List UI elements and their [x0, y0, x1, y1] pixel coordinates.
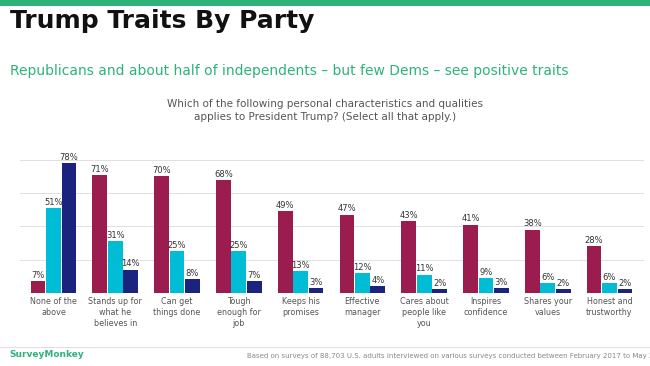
Text: 2%: 2% — [556, 279, 570, 288]
Bar — [339, 214, 354, 293]
Text: 14%: 14% — [122, 259, 140, 268]
Text: 70%: 70% — [152, 166, 171, 175]
Bar — [124, 269, 138, 293]
Text: 51%: 51% — [44, 198, 63, 207]
Bar — [463, 225, 478, 293]
Bar — [185, 280, 200, 293]
Bar — [46, 208, 61, 293]
Text: Trump Traits By Party: Trump Traits By Party — [10, 9, 314, 33]
Text: 7%: 7% — [31, 271, 45, 280]
Bar — [247, 281, 262, 293]
Text: 12%: 12% — [353, 263, 372, 272]
Bar — [278, 211, 292, 293]
Bar — [31, 281, 46, 293]
Bar — [108, 241, 123, 293]
Bar — [556, 290, 571, 293]
Text: Which of the following personal characteristics and qualities
applies to Preside: Which of the following personal characte… — [167, 99, 483, 122]
Text: 2%: 2% — [433, 279, 447, 288]
Bar — [587, 246, 601, 293]
Bar — [154, 176, 169, 293]
Bar — [92, 175, 107, 293]
Bar — [478, 278, 493, 293]
Bar — [417, 274, 432, 293]
Text: 6%: 6% — [603, 273, 616, 282]
Text: 3%: 3% — [309, 278, 323, 287]
Bar — [355, 273, 370, 293]
Text: 43%: 43% — [399, 211, 418, 220]
Text: 7%: 7% — [248, 271, 261, 280]
Bar — [540, 283, 555, 293]
Text: 68%: 68% — [214, 169, 233, 179]
Text: 25%: 25% — [168, 241, 187, 250]
Text: 28%: 28% — [585, 236, 603, 245]
Bar — [370, 286, 385, 293]
Bar — [170, 251, 185, 293]
Text: 9%: 9% — [479, 268, 493, 277]
Text: Republicans and about half of independents – but few Dems – see positive traits: Republicans and about half of independen… — [10, 64, 568, 78]
Bar — [401, 221, 416, 293]
Text: 2%: 2% — [618, 279, 632, 288]
Text: 8%: 8% — [186, 269, 199, 278]
Text: 11%: 11% — [415, 264, 434, 273]
Text: 49%: 49% — [276, 201, 294, 210]
Bar — [293, 271, 308, 293]
Bar — [216, 180, 231, 293]
Bar — [494, 288, 509, 293]
Text: SurveyMonkey: SurveyMonkey — [10, 350, 84, 359]
Text: 78%: 78% — [60, 153, 78, 162]
Text: 6%: 6% — [541, 273, 554, 282]
Text: 47%: 47% — [337, 205, 356, 213]
Text: 3%: 3% — [495, 278, 508, 287]
Bar — [62, 163, 76, 293]
Bar — [602, 283, 617, 293]
Text: 38%: 38% — [523, 220, 541, 228]
Text: 71%: 71% — [90, 165, 109, 173]
Text: 4%: 4% — [371, 276, 384, 285]
Text: 31%: 31% — [106, 231, 125, 240]
Text: 13%: 13% — [291, 261, 310, 270]
Bar — [231, 251, 246, 293]
Bar — [618, 290, 632, 293]
Text: 41%: 41% — [462, 214, 480, 223]
Text: 25%: 25% — [229, 241, 248, 250]
Bar — [432, 290, 447, 293]
Bar — [525, 229, 540, 293]
Bar — [309, 288, 324, 293]
Text: Based on surveys of 88,703 U.S. adults interviewed on various surveys conducted : Based on surveys of 88,703 U.S. adults i… — [247, 354, 650, 359]
